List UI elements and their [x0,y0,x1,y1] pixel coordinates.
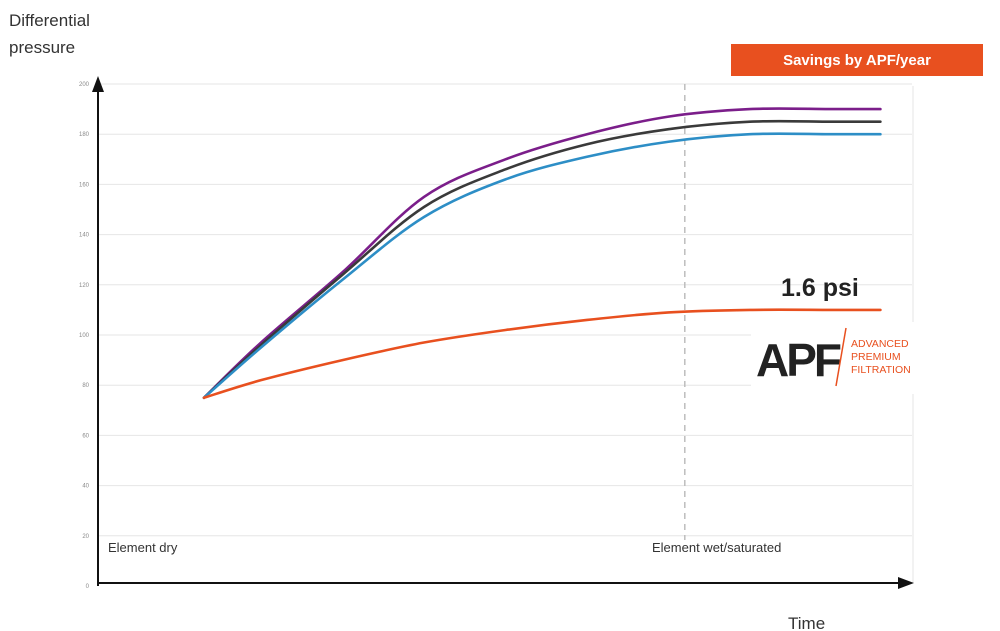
y-axis-label-line: pressure [9,38,75,57]
y-axis-label-line: Differential [9,11,90,30]
logo-divider [835,327,847,387]
savings-label: Savings by APF/year [783,52,931,69]
y-tick-label: 0 [86,584,90,590]
series-line-2 [202,119,882,400]
y-tick-label: 20 [82,534,89,540]
y-tick-label: 120 [79,283,90,289]
logo-line-1: ADVANCED [851,338,909,350]
y-tick-label: 160 [79,182,90,188]
y-tick-label: 80 [82,383,89,389]
y-tick-label: 60 [82,433,89,439]
y-axis-label: Differential pressure [9,11,90,57]
logo-line-3: FILTRATION [851,364,911,376]
y-tick-label: 200 [79,82,90,88]
apf-logo: APF ADVANCED PREMIUM FILTRATION [751,322,931,394]
logo-line-2: PREMIUM [851,351,901,363]
y-tick-label: 140 [79,233,90,239]
logo-mark: APF [756,334,841,386]
y-axis-arrow [92,76,104,92]
x-axis-label: Time [788,614,825,631]
element-wet-label: Element wet/saturated [652,540,781,555]
savings-badge [731,44,983,76]
element-dry-label: Element dry [108,540,178,555]
y-tick-label: 180 [79,132,90,138]
series-line-4 [202,308,882,400]
series-line-3 [202,132,882,400]
x-axis-arrow [898,577,914,589]
y-tick-label: 40 [82,484,89,490]
savings-value: 1.6 psi [781,274,859,302]
series-lines [202,107,882,400]
y-tick-labels: 0 20 40 60 80 100 120 140 160 180 200 [79,82,90,590]
y-tick-label: 100 [79,333,90,339]
series-line-1 [202,107,882,400]
grid [98,83,912,537]
